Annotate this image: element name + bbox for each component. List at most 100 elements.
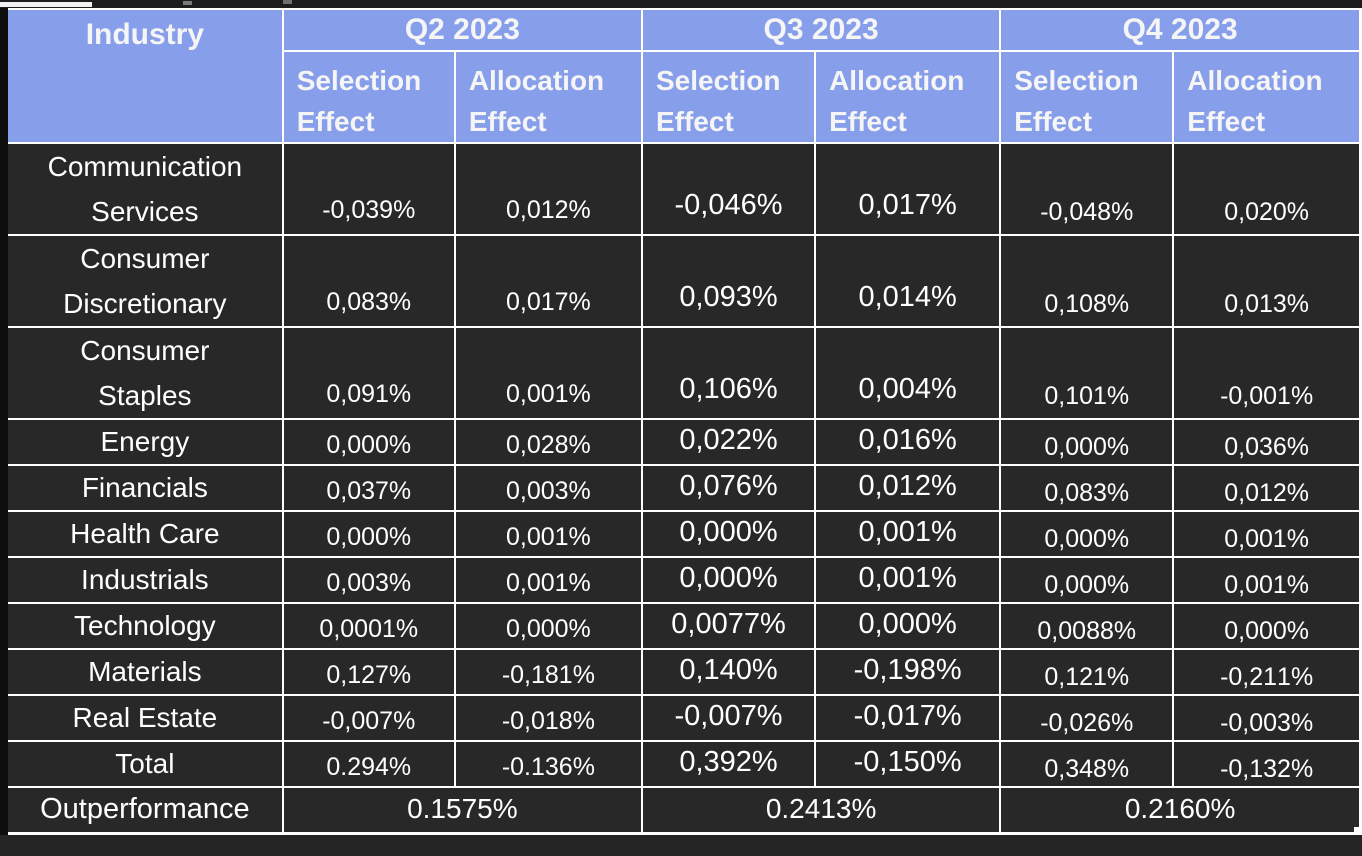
industry-cell: Energy	[3, 418, 284, 466]
value-cell: 0,028%	[453, 418, 643, 466]
table-header: Industry Q2 2023 Q3 2023 Q4 2023 Selecti…	[3, 8, 1362, 144]
value-cell: 0,108%	[999, 234, 1175, 328]
outperformance-value-cell: 0.2413%	[640, 786, 1002, 834]
industry-cell: Total	[3, 740, 284, 788]
value-cell: -0,198%	[814, 648, 1002, 696]
value-cell: 0,037%	[281, 464, 456, 512]
value-cell: 0.294%	[281, 740, 456, 788]
value-cell: 0,000%	[453, 602, 643, 650]
value-cell: 0,012%	[814, 464, 1002, 512]
value-cell: 0,001%	[814, 556, 1002, 604]
value-cell: -0,039%	[281, 142, 456, 236]
value-cell: 0,000%	[640, 510, 817, 558]
value-cell: 0,101%	[999, 326, 1175, 420]
subheader-q3-selection-effect: Selection Effect	[640, 50, 817, 144]
industry-cell: Health Care	[3, 510, 284, 558]
header-q3-2023: Q3 2023	[640, 8, 1002, 52]
value-cell: 0,121%	[999, 648, 1175, 696]
table-row-energy: Energy 0,000% 0,028% 0,022% 0,016% 0,000% 0,03…	[3, 418, 1362, 466]
value-cell: 0,036%	[1172, 418, 1362, 466]
subheader-q2-allocation-effect: Allocation Effect	[453, 50, 643, 144]
value-cell: 0,106%	[640, 326, 817, 420]
value-cell: 0,012%	[453, 142, 643, 236]
value-cell: 0,012%	[1172, 464, 1362, 512]
industry-cell: Materials	[3, 648, 284, 696]
value-cell: 0,091%	[281, 326, 456, 420]
effect-header-row: Selection Effect Allocation Effect Selec…	[4, 50, 1362, 144]
table-row-communication-services: Communication Services -0,039% 0,012% -0,04…	[3, 142, 1362, 236]
value-cell: 0,000%	[999, 556, 1175, 604]
industry-cell: Technology	[3, 602, 284, 650]
industry-cell: Consumer Staples	[3, 326, 284, 420]
value-cell: 0,127%	[281, 648, 456, 696]
value-cell: 0,0001%	[281, 602, 456, 650]
value-cell: 0,020%	[1172, 142, 1362, 236]
table-row-real-estate: Real Estate -0,007% -0,018% -0,007% -0,017% -…	[3, 694, 1362, 742]
industry-cell: Financials	[3, 464, 284, 512]
value-cell: -0,001%	[1172, 326, 1362, 420]
value-cell: -0,003%	[1172, 694, 1362, 742]
industry-cell: Consumer Discretionary	[3, 234, 284, 328]
top-crop-strip	[0, 0, 1362, 8]
value-cell: 0,001%	[1172, 510, 1362, 558]
table-row-materials: Materials 0,127% -0,181% 0,140% -0,198% 0,121…	[3, 648, 1362, 696]
value-cell: -0,132%	[1172, 740, 1362, 788]
value-cell: 0,004%	[814, 326, 1002, 420]
header-industry: Industry	[3, 8, 284, 144]
value-cell: 0,003%	[453, 464, 643, 512]
attribution-table: Industry Q2 2023 Q3 2023 Q4 2023 Selecti…	[0, 8, 1362, 835]
header-q2-2023: Q2 2023	[281, 8, 643, 52]
value-cell: 0,001%	[453, 510, 643, 558]
table-row-health-care: Health Care 0,000% 0,001% 0,000% 0,001% 0,000…	[3, 510, 1362, 558]
value-cell: -0,018%	[453, 694, 643, 742]
value-cell: -0,048%	[999, 142, 1175, 236]
value-cell: 0,001%	[814, 510, 1002, 558]
table-row-consumer-discretionary: Consumer Discretionary 0,083% 0,017% 0,093%…	[3, 234, 1362, 328]
value-cell: 0,013%	[1172, 234, 1362, 328]
value-cell: 0,000%	[999, 418, 1175, 466]
industry-cell: Industrials	[3, 556, 284, 604]
subheader-q2-selection-effect: Selection Effect	[281, 50, 456, 144]
value-cell: 0,000%	[814, 602, 1002, 650]
value-cell: -0,211%	[1172, 648, 1362, 696]
table-row-industrials: Industrials 0,003% 0,001% 0,000% 0,001% 0,000…	[3, 556, 1362, 604]
industry-cell: Real Estate	[3, 694, 284, 742]
value-cell: -0,017%	[814, 694, 1002, 742]
table-row-consumer-staples: Consumer Staples 0,091% 0,001% 0,106% 0,004%…	[3, 326, 1362, 420]
value-cell: 0,000%	[999, 510, 1175, 558]
table-body: Communication Services -0,039% 0,012% -0,04…	[3, 142, 1362, 834]
table-row-total: Total 0.294% -0.136% 0,392% -0,150% 0,348% -0,…	[3, 740, 1362, 788]
value-cell: 0,017%	[814, 142, 1002, 236]
resize-handle-artifact	[1354, 827, 1362, 835]
value-cell: 0,076%	[640, 464, 817, 512]
value-cell: 0,083%	[281, 234, 456, 328]
table-row-financials: Financials 0,037% 0,003% 0,076% 0,012% 0,083%…	[3, 464, 1362, 512]
value-cell: 0,000%	[281, 418, 456, 466]
value-cell: 0,003%	[281, 556, 456, 604]
value-cell: 0,083%	[999, 464, 1175, 512]
value-cell: 0,001%	[453, 326, 643, 420]
value-cell: 0,001%	[1172, 556, 1362, 604]
value-cell: 0,000%	[640, 556, 817, 604]
value-cell: 0,000%	[281, 510, 456, 558]
header-q4-2023: Q4 2023	[999, 8, 1362, 52]
value-cell: 0,016%	[814, 418, 1002, 466]
subheader-q4-allocation-effect: Allocation Effect	[1172, 50, 1362, 144]
value-cell: 0,0088%	[999, 602, 1175, 650]
value-cell: 0,000%	[1172, 602, 1362, 650]
value-cell: 0,014%	[814, 234, 1002, 328]
table-row-outperformance: Outperformance 0.1575% 0.2413% 0.2160%	[3, 786, 1362, 834]
value-cell: 0,017%	[453, 234, 643, 328]
value-cell: -0.136%	[453, 740, 643, 788]
value-cell: -0,046%	[640, 142, 817, 236]
value-cell: -0,007%	[281, 694, 456, 742]
screenshot-artifact	[283, 0, 292, 4]
value-cell: -0,026%	[999, 694, 1175, 742]
value-cell: 0,093%	[640, 234, 817, 328]
value-cell: 0,392%	[640, 740, 817, 788]
value-cell: -0,181%	[453, 648, 643, 696]
value-cell: -0,150%	[814, 740, 1002, 788]
value-cell: 0,0077%	[640, 602, 817, 650]
subheader-q3-allocation-effect: Allocation Effect	[814, 50, 1002, 144]
